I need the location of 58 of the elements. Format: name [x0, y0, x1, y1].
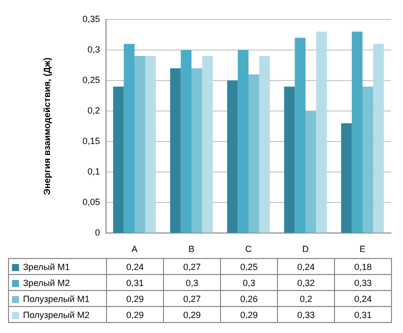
bar	[316, 32, 327, 233]
data-label: 0,26	[220, 290, 278, 306]
data-label: 0,3	[164, 274, 220, 290]
legend-label: Полузрелый М2	[23, 310, 90, 320]
bar	[180, 50, 192, 233]
data-label: 0,24	[334, 290, 392, 306]
bar	[362, 86, 374, 233]
data-label: 0,25	[220, 258, 278, 274]
data-label: 0,24	[278, 258, 334, 274]
y-tick-label: 0,2	[87, 106, 100, 116]
data-label: 0,32	[278, 274, 334, 290]
bar	[341, 123, 352, 233]
bar	[352, 32, 362, 233]
bar	[373, 44, 384, 233]
x-tick-label: E	[359, 244, 366, 254]
data-label: 0,31	[106, 274, 164, 290]
legend-label: Зрелый М2	[23, 278, 70, 288]
x-tick-label: D	[302, 244, 310, 254]
data-label: 0,2	[278, 290, 334, 306]
x-tick-label: B	[188, 244, 195, 254]
data-label: 0,29	[164, 306, 220, 322]
y-tick-label: 0,3	[87, 44, 100, 54]
data-label: 0,29	[106, 290, 164, 306]
data-label: 0,24	[106, 258, 164, 274]
y-tick-label: 0,35	[82, 14, 100, 24]
bar	[284, 86, 295, 233]
y-tick-label: 0,15	[82, 136, 100, 146]
data-label: 0,18	[334, 258, 392, 274]
bar	[145, 56, 156, 233]
data-label: 0,33	[278, 306, 334, 322]
y-tick-label: 0,05	[82, 197, 100, 208]
y-tick-label: 0	[94, 228, 100, 238]
bar	[113, 86, 124, 233]
bar	[306, 111, 316, 233]
x-tick-label: A	[131, 244, 138, 254]
legend-label: Полузрелый М1	[23, 294, 90, 304]
data-label: 0,29	[220, 306, 278, 322]
bar	[124, 44, 134, 233]
bar	[227, 80, 238, 233]
bar	[134, 56, 146, 233]
data-label: 0,27	[164, 290, 220, 306]
data-label: 0,33	[334, 274, 392, 290]
data-label: 0,27	[164, 258, 220, 274]
bar	[248, 74, 260, 233]
data-label: 0,31	[334, 306, 392, 322]
x-tick-label: C	[245, 244, 252, 254]
data-label: 0,29	[106, 306, 164, 322]
bar	[202, 56, 213, 233]
bar	[259, 56, 270, 233]
bar	[294, 38, 306, 233]
data-label: 0,3	[220, 274, 278, 290]
y-tick-label: 0,25	[82, 74, 100, 85]
y-tick-label: 0,1	[87, 166, 100, 177]
bar	[238, 50, 248, 233]
legend-label: Зрелый М1	[23, 262, 70, 272]
bar	[192, 68, 202, 233]
bar	[170, 68, 181, 233]
y-axis-title: Энергия взаимодействия, (Дж)	[42, 58, 52, 196]
